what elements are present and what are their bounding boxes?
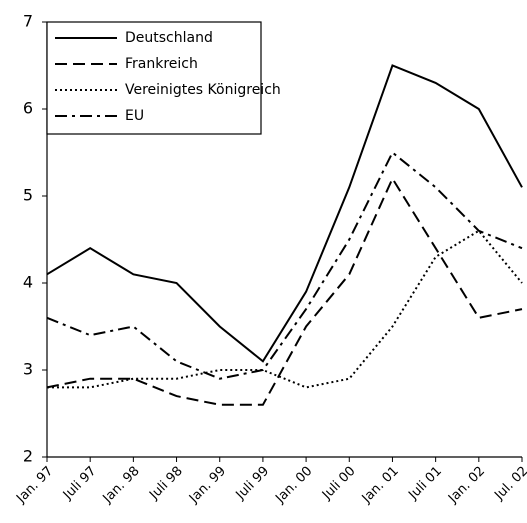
legend-label: EU xyxy=(125,108,144,124)
x-tick-label: Juli 98 xyxy=(146,464,186,504)
x-tick-label: Jan. 97 xyxy=(13,464,56,507)
y-tick-label: 6 xyxy=(23,99,33,118)
x-tick-label: Juli 01 xyxy=(405,464,445,504)
legend-label: Vereinigtes Königreich xyxy=(125,82,281,98)
x-tick-label: Jan. 00 xyxy=(272,464,315,507)
series-line xyxy=(46,150,523,380)
series-line xyxy=(46,176,523,406)
series-line xyxy=(46,64,523,363)
x-tick-label: Jan. 02 xyxy=(445,464,488,507)
x-tick-label: Jan. 98 xyxy=(100,464,143,507)
y-tick-label: 5 xyxy=(23,186,33,205)
y-tick-label: 7 xyxy=(23,12,33,31)
x-tick-label: Juli 97 xyxy=(60,464,100,504)
y-tick-label: 2 xyxy=(23,447,33,466)
series-line xyxy=(47,229,523,389)
y-tick-label: 4 xyxy=(23,273,33,292)
legend-label: Frankreich xyxy=(125,56,198,72)
legend-label: Deutschland xyxy=(125,30,213,46)
y-tick-label: 3 xyxy=(23,360,33,379)
x-tick-label: Juli 00 xyxy=(319,464,359,504)
x-tick-label: Jan. 01 xyxy=(359,464,402,507)
x-tick-label: Juli 99 xyxy=(233,464,273,504)
x-tick-label: Jul. 02 xyxy=(491,464,527,504)
x-tick-label: Jan. 99 xyxy=(186,464,229,507)
